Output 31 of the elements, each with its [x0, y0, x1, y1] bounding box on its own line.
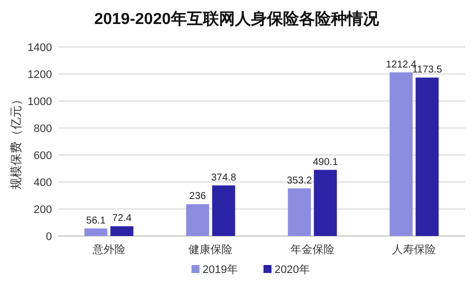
data-label: 72.4: [112, 213, 132, 224]
y-tick-label: 200: [34, 204, 52, 216]
data-label: 236: [189, 191, 206, 202]
y-axis-title: 规模保费（亿元）: [9, 94, 23, 190]
y-tick-label: 400: [34, 177, 52, 189]
y-tick-label: 800: [34, 123, 52, 135]
legend-label: 2020年: [274, 264, 310, 276]
y-tick-label: 1400: [28, 42, 52, 54]
bar: [186, 204, 210, 236]
y-tick-label: 600: [34, 150, 52, 162]
y-tick-label: 0: [46, 231, 52, 243]
bar: [84, 228, 108, 236]
legend-label: 2019年: [202, 264, 238, 276]
y-tick-label: 1000: [28, 96, 52, 108]
x-tick-label: 人寿保险: [392, 244, 436, 256]
bar: [390, 72, 413, 236]
x-tick-label: 年金保险: [290, 244, 334, 256]
bar: [314, 170, 337, 236]
bar: [288, 188, 311, 236]
bar: [110, 226, 134, 236]
data-label: 490.1: [312, 156, 338, 168]
data-label: 56.1: [86, 215, 106, 226]
bar: [212, 185, 236, 236]
data-label: 353.2: [286, 175, 312, 186]
x-tick-label: 意外险: [91, 243, 126, 256]
x-tick-label: 健康保险: [188, 243, 233, 256]
chart-title: 2019-2020年互联网人身保险各险种情况: [94, 10, 380, 28]
data-label: 1173.5: [412, 64, 442, 76]
data-label: 374.8: [211, 172, 237, 184]
y-tick-label: 1200: [28, 69, 52, 81]
bar: [416, 78, 439, 236]
